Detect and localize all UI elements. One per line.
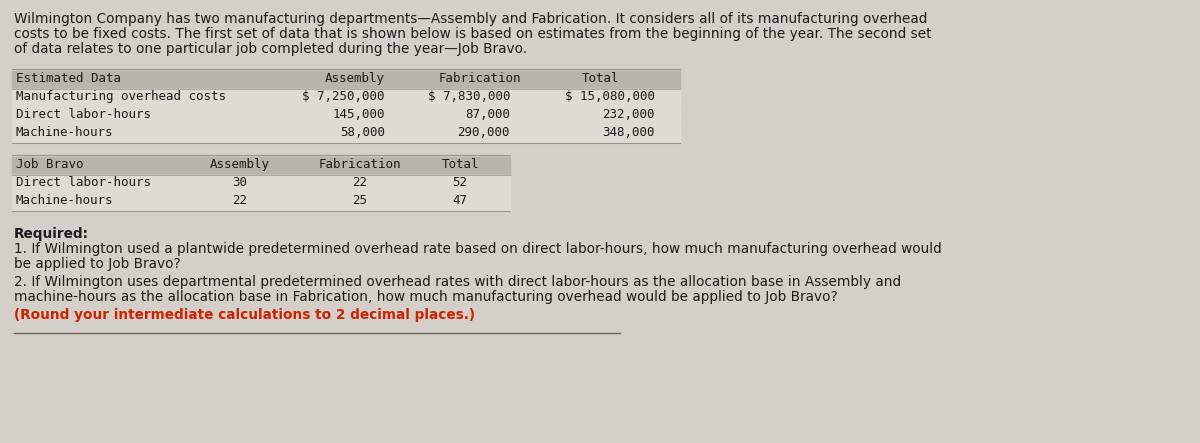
Text: $ 7,250,000: $ 7,250,000	[302, 90, 385, 103]
Text: Total: Total	[581, 72, 619, 85]
Text: 58,000: 58,000	[340, 126, 385, 139]
Text: Manufacturing overhead costs: Manufacturing overhead costs	[16, 90, 226, 103]
Bar	[12, 125, 680, 143]
Bar	[12, 107, 680, 125]
Text: be applied to Job Bravo?: be applied to Job Bravo?	[14, 257, 181, 271]
Text: Machine-hours: Machine-hours	[16, 194, 114, 207]
Text: (Round your intermediate calculations to 2 decimal places.): (Round your intermediate calculations to…	[14, 308, 475, 322]
Text: 22: 22	[233, 194, 247, 207]
Text: 2. If Wilmington uses departmental predetermined overhead rates with direct labo: 2. If Wilmington uses departmental prede…	[14, 275, 901, 289]
Text: 87,000: 87,000	[466, 108, 510, 121]
Text: machine-hours as the allocation base in Fabrication, how much manufacturing over: machine-hours as the allocation base in …	[14, 290, 838, 304]
Text: 145,000: 145,000	[332, 108, 385, 121]
Bar	[12, 193, 510, 211]
Text: 290,000: 290,000	[457, 126, 510, 139]
Bar	[12, 89, 680, 107]
Text: $ 7,830,000: $ 7,830,000	[427, 90, 510, 103]
Text: Direct labor-hours: Direct labor-hours	[16, 108, 151, 121]
Text: 1. If Wilmington used a plantwide predetermined overhead rate based on direct la: 1. If Wilmington used a plantwide predet…	[14, 242, 942, 256]
Text: $ 15,080,000: $ 15,080,000	[565, 90, 655, 103]
Text: costs to be fixed costs. The first set of data that is shown below is based on e: costs to be fixed costs. The first set o…	[14, 27, 931, 41]
Text: Wilmington Company has two manufacturing departments—Assembly and Fabrication. I: Wilmington Company has two manufacturing…	[14, 12, 928, 26]
Text: Job Bravo: Job Bravo	[16, 158, 84, 171]
Text: Direct labor-hours: Direct labor-hours	[16, 176, 151, 189]
Text: Assembly: Assembly	[210, 158, 270, 171]
Text: Fabrication: Fabrication	[439, 72, 521, 85]
Text: Required:: Required:	[14, 227, 89, 241]
Bar	[12, 175, 510, 193]
Text: 22: 22	[353, 176, 367, 189]
Text: 232,000: 232,000	[602, 108, 655, 121]
Text: of data relates to one particular job completed during the year—Job Bravo.: of data relates to one particular job co…	[14, 42, 527, 56]
Text: Estimated Data: Estimated Data	[16, 72, 121, 85]
Bar	[12, 157, 510, 175]
Text: Machine-hours: Machine-hours	[16, 126, 114, 139]
Text: 47: 47	[452, 194, 468, 207]
Text: 25: 25	[353, 194, 367, 207]
Text: Total: Total	[442, 158, 479, 171]
Text: 30: 30	[233, 176, 247, 189]
Text: Fabrication: Fabrication	[319, 158, 401, 171]
Text: 348,000: 348,000	[602, 126, 655, 139]
Bar	[12, 71, 680, 89]
Text: Assembly: Assembly	[325, 72, 385, 85]
Text: 52: 52	[452, 176, 468, 189]
